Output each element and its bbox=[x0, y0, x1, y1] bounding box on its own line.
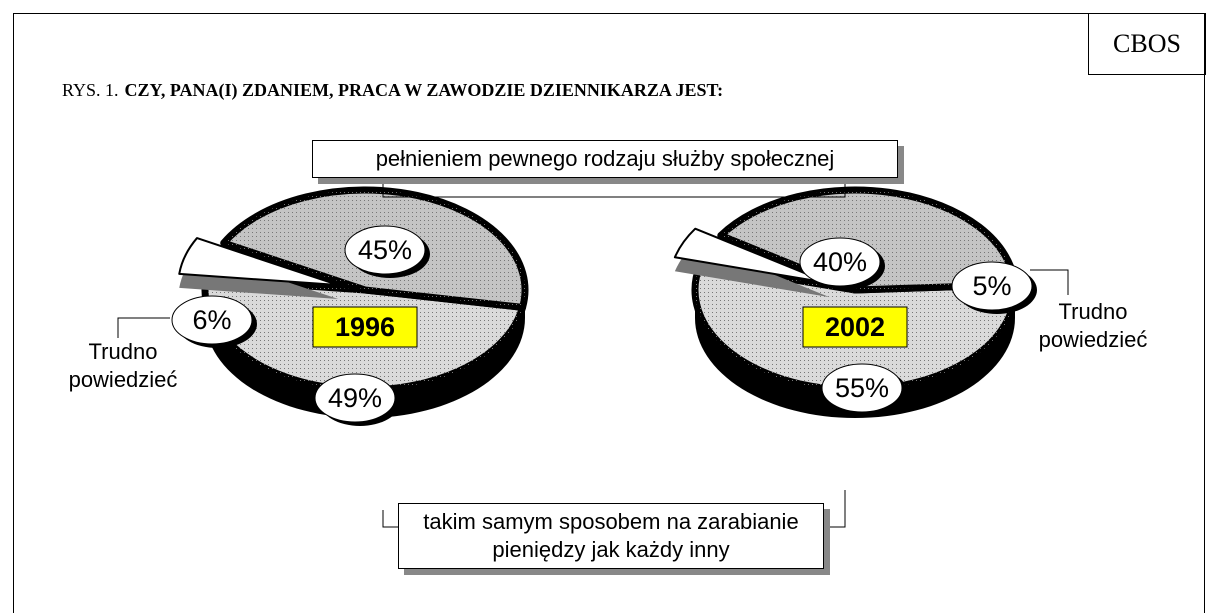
connector bbox=[828, 490, 846, 528]
year-label: 1996 bbox=[335, 312, 395, 342]
chart-title: CZY, PANA(I) ZDANIEM, PRACA W ZAWODZIE D… bbox=[124, 80, 724, 100]
value-label: 55% bbox=[835, 373, 889, 403]
slice-texture bbox=[720, 189, 1015, 290]
slice bbox=[673, 227, 831, 285]
value-label: 6% bbox=[192, 305, 231, 335]
year-label: 2002 bbox=[825, 312, 885, 342]
year-box bbox=[802, 306, 908, 348]
value-label: 45% bbox=[358, 235, 412, 265]
brand: CBOS bbox=[1088, 13, 1206, 75]
value-label: 40% bbox=[813, 247, 867, 277]
connector bbox=[1030, 269, 1069, 295]
figure-label: RYS. 1. bbox=[62, 80, 119, 100]
category-label: takim samym sposobem na zarabianie pieni… bbox=[398, 503, 824, 569]
slice bbox=[178, 237, 340, 287]
chart: 1996 45% 49% 6% 2002 40% 55% 5% bbox=[117, 183, 1069, 528]
value-label: 5% bbox=[972, 271, 1011, 301]
value-bubble bbox=[171, 295, 253, 345]
year-box bbox=[312, 306, 418, 348]
category-label: Trudno powiedzieć bbox=[1038, 299, 1148, 352]
frame bbox=[13, 13, 1205, 613]
value-bubble bbox=[799, 237, 881, 287]
connector bbox=[382, 510, 400, 528]
value-bubble bbox=[951, 261, 1033, 311]
category-label: pełnieniem pewnego rodzaju służby społec… bbox=[312, 140, 898, 178]
category-label: Trudno powiedzieć bbox=[68, 339, 178, 392]
page: CBOS RYS. 1. CZY, PANA(I) ZDANIEM, PRACA … bbox=[13, 13, 1206, 613]
value-bubble bbox=[344, 225, 426, 275]
connector bbox=[117, 317, 170, 338]
value-bubble bbox=[821, 363, 903, 413]
connector bbox=[382, 183, 846, 198]
heading: RYS. 1. CZY, PANA(I) ZDANIEM, PRACA W ZAW… bbox=[62, 80, 723, 101]
value-bubble bbox=[314, 373, 396, 423]
value-label: 49% bbox=[328, 383, 382, 413]
